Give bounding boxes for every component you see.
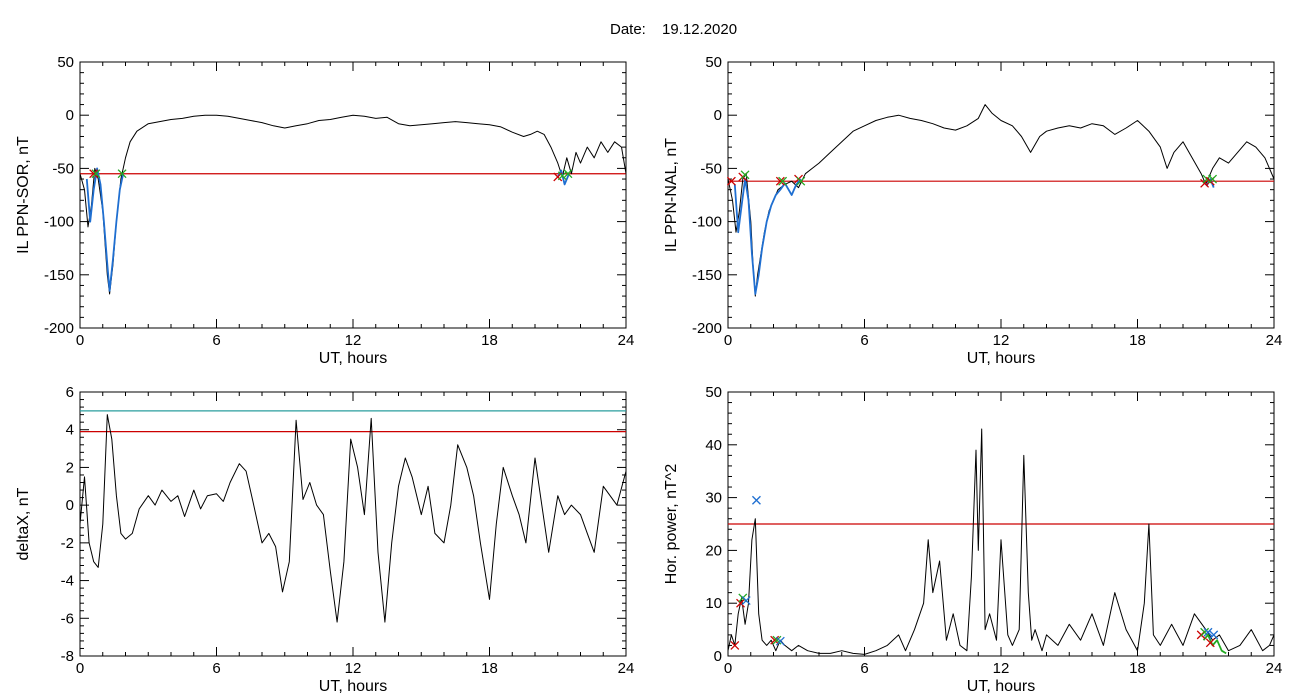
p1-ytick-label-5: 50: [57, 54, 74, 71]
p1-highlight-0: [85, 167, 125, 292]
p1-marker-red-0: [89, 169, 99, 179]
p2-marker-green-10: [1208, 174, 1218, 184]
p1-xtick-label-3: 18: [481, 332, 498, 349]
p1-ytick-label-3: -50: [52, 160, 74, 177]
panel-hor-power: Hor. power, nT^2 UT, hours 0 6 12 18 24 0 10 20…: [663, 384, 1282, 695]
panel-il-ppn-sor: IL PPN-SOR, nT UT, hours 0 6 12 18 24 -200 -15…: [15, 54, 634, 367]
p2-ytick-label-0: -200: [692, 320, 722, 337]
p4-ytick-label-0: 0: [714, 648, 722, 665]
p2-highlight-0: [733, 178, 802, 295]
p2-xlabel: UT, hours: [967, 350, 1035, 367]
p4-ytick-label-4: 40: [705, 437, 722, 454]
p4-marker-blue-7: [775, 636, 785, 646]
date-value: 19.12.2020: [662, 21, 737, 38]
p2-xtick-label-4: 24: [1266, 332, 1283, 349]
p4-ytick-label-3: 30: [705, 490, 722, 507]
p1-ytick-label-1: -150: [44, 267, 74, 284]
p4-marker-red-12: [1205, 638, 1215, 648]
p1-marker-green-5: [563, 169, 573, 179]
p1-ytick-label-0: -200: [44, 320, 74, 337]
p3-ytick-label-5: 2: [66, 459, 74, 476]
p1-ytick-label-4: 0: [66, 107, 74, 124]
p1-xtick-label-1: 6: [212, 332, 220, 349]
p1-xtick-label-0: 0: [76, 332, 84, 349]
p2-xtick-label-2: 12: [993, 332, 1010, 349]
p4-marker-blue-4: [751, 495, 761, 505]
p2-xtick-label-0: 0: [724, 332, 732, 349]
p2-xtick-label-1: 6: [860, 332, 868, 349]
p4-xtick-label-2: 12: [993, 660, 1010, 677]
p3-ytick-label-3: -2: [61, 535, 74, 552]
p4-xlabel: UT, hours: [967, 678, 1035, 695]
p1-xtick-label-4: 24: [618, 332, 635, 349]
p1-marker-green-2: [117, 169, 127, 179]
p4-ytick-label-1: 10: [705, 595, 722, 612]
p4-marker-blue-11: [1209, 630, 1219, 640]
p3-xtick-label-3: 18: [481, 660, 498, 677]
p1-ytick-label-2: -100: [44, 214, 74, 231]
p4-xtick-label-4: 24: [1266, 660, 1283, 677]
p2-ytick-label-1: -150: [692, 267, 722, 284]
p3-ytick-label-4: 0: [66, 497, 74, 514]
date-label: Date:: [610, 21, 646, 38]
p1-ylabel: IL PPN-SOR, nT: [15, 136, 32, 254]
p3-xlabel: UT, hours: [319, 678, 387, 695]
p4-ytick-label-5: 50: [705, 384, 722, 401]
p4-marker-green-9: [1200, 627, 1210, 637]
p3-xtick-label-0: 0: [76, 660, 84, 677]
p4-xtick-label-1: 6: [860, 660, 868, 677]
p2-ytick-label-4: 0: [714, 107, 722, 124]
p3-ytick-label-0: -8: [61, 648, 74, 665]
p1-xlabel: UT, hours: [319, 350, 387, 367]
p2-ytick-label-5: 50: [705, 54, 722, 71]
p3-ylabel: deltaX, nT: [15, 487, 32, 560]
p3-ytick-label-1: -6: [61, 610, 74, 627]
p2-marker-green-6: [796, 176, 806, 186]
p1-marker-green-1: [91, 169, 101, 179]
p4-xtick-label-3: 18: [1129, 660, 1146, 677]
p4-marker-red-1: [736, 598, 745, 608]
p1-marker-green-4: [557, 171, 567, 181]
p2-marker-red-7: [1200, 178, 1210, 188]
p2-ytick-label-3: -50: [700, 160, 722, 177]
p2-ylabel: IL PPN-NAL, nT: [663, 138, 680, 252]
p3-series-0: [80, 414, 626, 623]
p2-xtick-label-3: 18: [1129, 332, 1146, 349]
p3-xtick-label-4: 24: [618, 660, 635, 677]
panel-deltax: deltaX, nT UT, hours 0 6 12 18 24-8-6-4-2024…: [15, 384, 634, 695]
p3-xtick-label-2: 12: [345, 660, 362, 677]
p2-ytick-label-2: -100: [692, 214, 722, 231]
panel-il-ppn-nal: IL PPN-NAL, nT UT, hours 0 6 12 18 24 -200 -15…: [663, 54, 1282, 367]
p2-marker-red-0: [726, 176, 736, 186]
p2-marker-green-4: [778, 176, 788, 186]
p4-marker-red-0: [730, 640, 740, 650]
p4-xtick-label-0: 0: [724, 660, 732, 677]
p3-xtick-label-1: 6: [212, 660, 220, 677]
p4-marker-blue-3: [741, 596, 751, 606]
p1-xtick-label-2: 12: [345, 332, 362, 349]
p2-marker-green-2: [740, 170, 750, 180]
p4-ytick-label-2: 20: [705, 542, 722, 559]
p4-marker-blue-10: [1203, 627, 1213, 637]
p3-ytick-label-2: -4: [61, 573, 74, 590]
p3-ytick-label-7: 6: [66, 384, 74, 401]
p4-series-0: [728, 428, 1274, 655]
p4-ylabel: Hor. power, nT^2: [663, 464, 680, 585]
p3-ytick-label-6: 4: [66, 422, 74, 439]
p2-marker-red-3: [775, 176, 785, 186]
